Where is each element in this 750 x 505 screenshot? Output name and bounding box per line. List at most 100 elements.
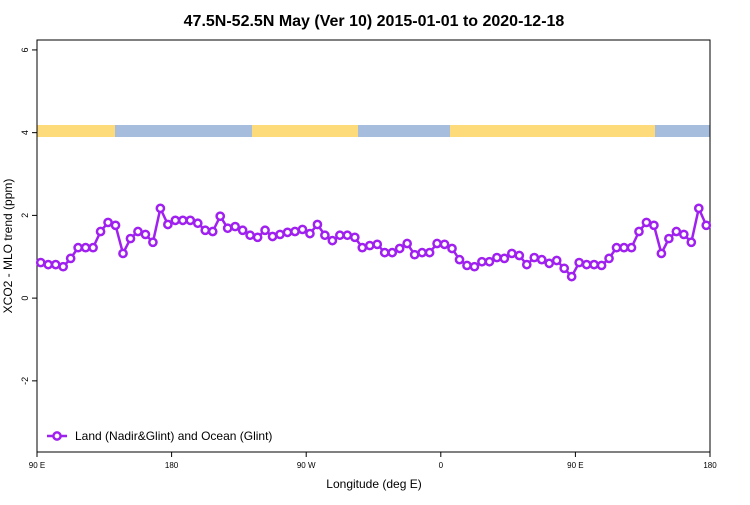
data-point — [439, 239, 450, 250]
data-point — [454, 254, 465, 265]
x-axis-label: Longitude (deg E) — [326, 477, 421, 491]
data-point — [664, 233, 674, 244]
data-point — [170, 215, 181, 226]
data-point — [387, 247, 398, 258]
data-point — [357, 242, 368, 253]
data-point — [163, 219, 173, 230]
data-point — [200, 225, 211, 236]
data-point — [312, 219, 323, 230]
data-point — [290, 226, 300, 237]
data-point — [477, 256, 487, 267]
data-point — [596, 260, 607, 271]
data-point — [305, 228, 315, 239]
data-point — [649, 220, 659, 231]
y-tick-label: 4 — [20, 130, 30, 135]
data-point — [447, 243, 457, 254]
legend-marker — [52, 431, 62, 441]
data-point — [320, 230, 330, 241]
data-point — [185, 215, 196, 226]
data-point — [566, 271, 577, 282]
data-point — [693, 203, 704, 214]
band-ocean — [115, 125, 252, 137]
land-ocean-band — [37, 125, 710, 137]
data-point — [215, 211, 226, 222]
data-point — [118, 248, 128, 259]
data-point — [559, 263, 570, 274]
data-point — [65, 253, 76, 264]
data-point — [275, 229, 285, 240]
data-point — [260, 225, 270, 236]
data-point — [402, 238, 412, 249]
x-tick-label: 180 — [703, 461, 717, 470]
x-tick-label: 180 — [165, 461, 179, 470]
data-point — [619, 242, 629, 253]
band-land — [37, 125, 115, 137]
data-point — [409, 249, 420, 260]
data-point — [686, 237, 697, 248]
data-point — [372, 239, 383, 250]
data-point — [110, 220, 121, 231]
data-point — [634, 226, 644, 237]
data-point — [282, 227, 293, 238]
data-point — [88, 242, 98, 253]
data-point — [342, 230, 353, 241]
data-point — [492, 252, 502, 263]
data-point — [626, 242, 637, 253]
legend-label: Land (Nadir&Glint) and Ocean (Glint) — [75, 429, 272, 443]
data-point — [678, 229, 689, 240]
data-point — [155, 203, 166, 214]
data-point — [103, 217, 113, 228]
data-point — [529, 252, 540, 263]
y-axis-label: XCO2 - MLO trend (ppm) — [1, 179, 15, 314]
data-point — [125, 233, 136, 244]
data-point — [379, 247, 390, 258]
data-point — [222, 223, 233, 234]
data-point — [544, 258, 555, 269]
data-point — [364, 240, 375, 251]
data-point — [327, 235, 338, 246]
data-point — [133, 226, 143, 237]
data-point — [671, 226, 682, 237]
data-point — [252, 232, 263, 243]
data-point — [192, 218, 203, 229]
data-point — [73, 242, 83, 253]
data-point — [140, 229, 151, 240]
data-point — [521, 259, 532, 270]
data-point — [43, 259, 54, 270]
data-point — [506, 248, 517, 259]
data-point — [417, 247, 427, 258]
data-point — [432, 238, 442, 249]
data-point — [148, 237, 158, 248]
data-point — [656, 248, 667, 259]
data-point — [35, 257, 46, 268]
data-point — [58, 261, 69, 272]
data-point — [80, 242, 91, 253]
data-point — [589, 259, 599, 270]
data-point — [462, 260, 472, 271]
x-tick-label: 90 W — [297, 461, 316, 470]
data-point — [536, 254, 547, 265]
data-point — [394, 243, 405, 254]
data-point — [611, 242, 622, 253]
data-point — [237, 225, 248, 236]
x-tick-label: 90 E — [29, 461, 45, 470]
data-point — [604, 253, 614, 264]
data-point — [499, 253, 510, 264]
data-point — [581, 259, 592, 270]
y-tick-label: 2 — [20, 213, 30, 218]
y-tick-label: 6 — [20, 47, 30, 52]
data-point — [424, 247, 435, 258]
y-tick-label: -2 — [20, 377, 30, 385]
data-point — [50, 259, 61, 270]
data-point — [267, 231, 278, 242]
data-point — [177, 215, 188, 226]
data-point — [349, 232, 360, 243]
x-tick-label: 0 — [439, 461, 444, 470]
data-point — [230, 221, 241, 232]
data-point — [641, 217, 652, 228]
x-tick-label: 90 E — [567, 461, 583, 470]
chart-title: 47.5N-52.5N May (Ver 10) 2015-01-01 to 2… — [184, 13, 565, 30]
data-point — [484, 256, 495, 267]
data-point — [514, 250, 525, 261]
